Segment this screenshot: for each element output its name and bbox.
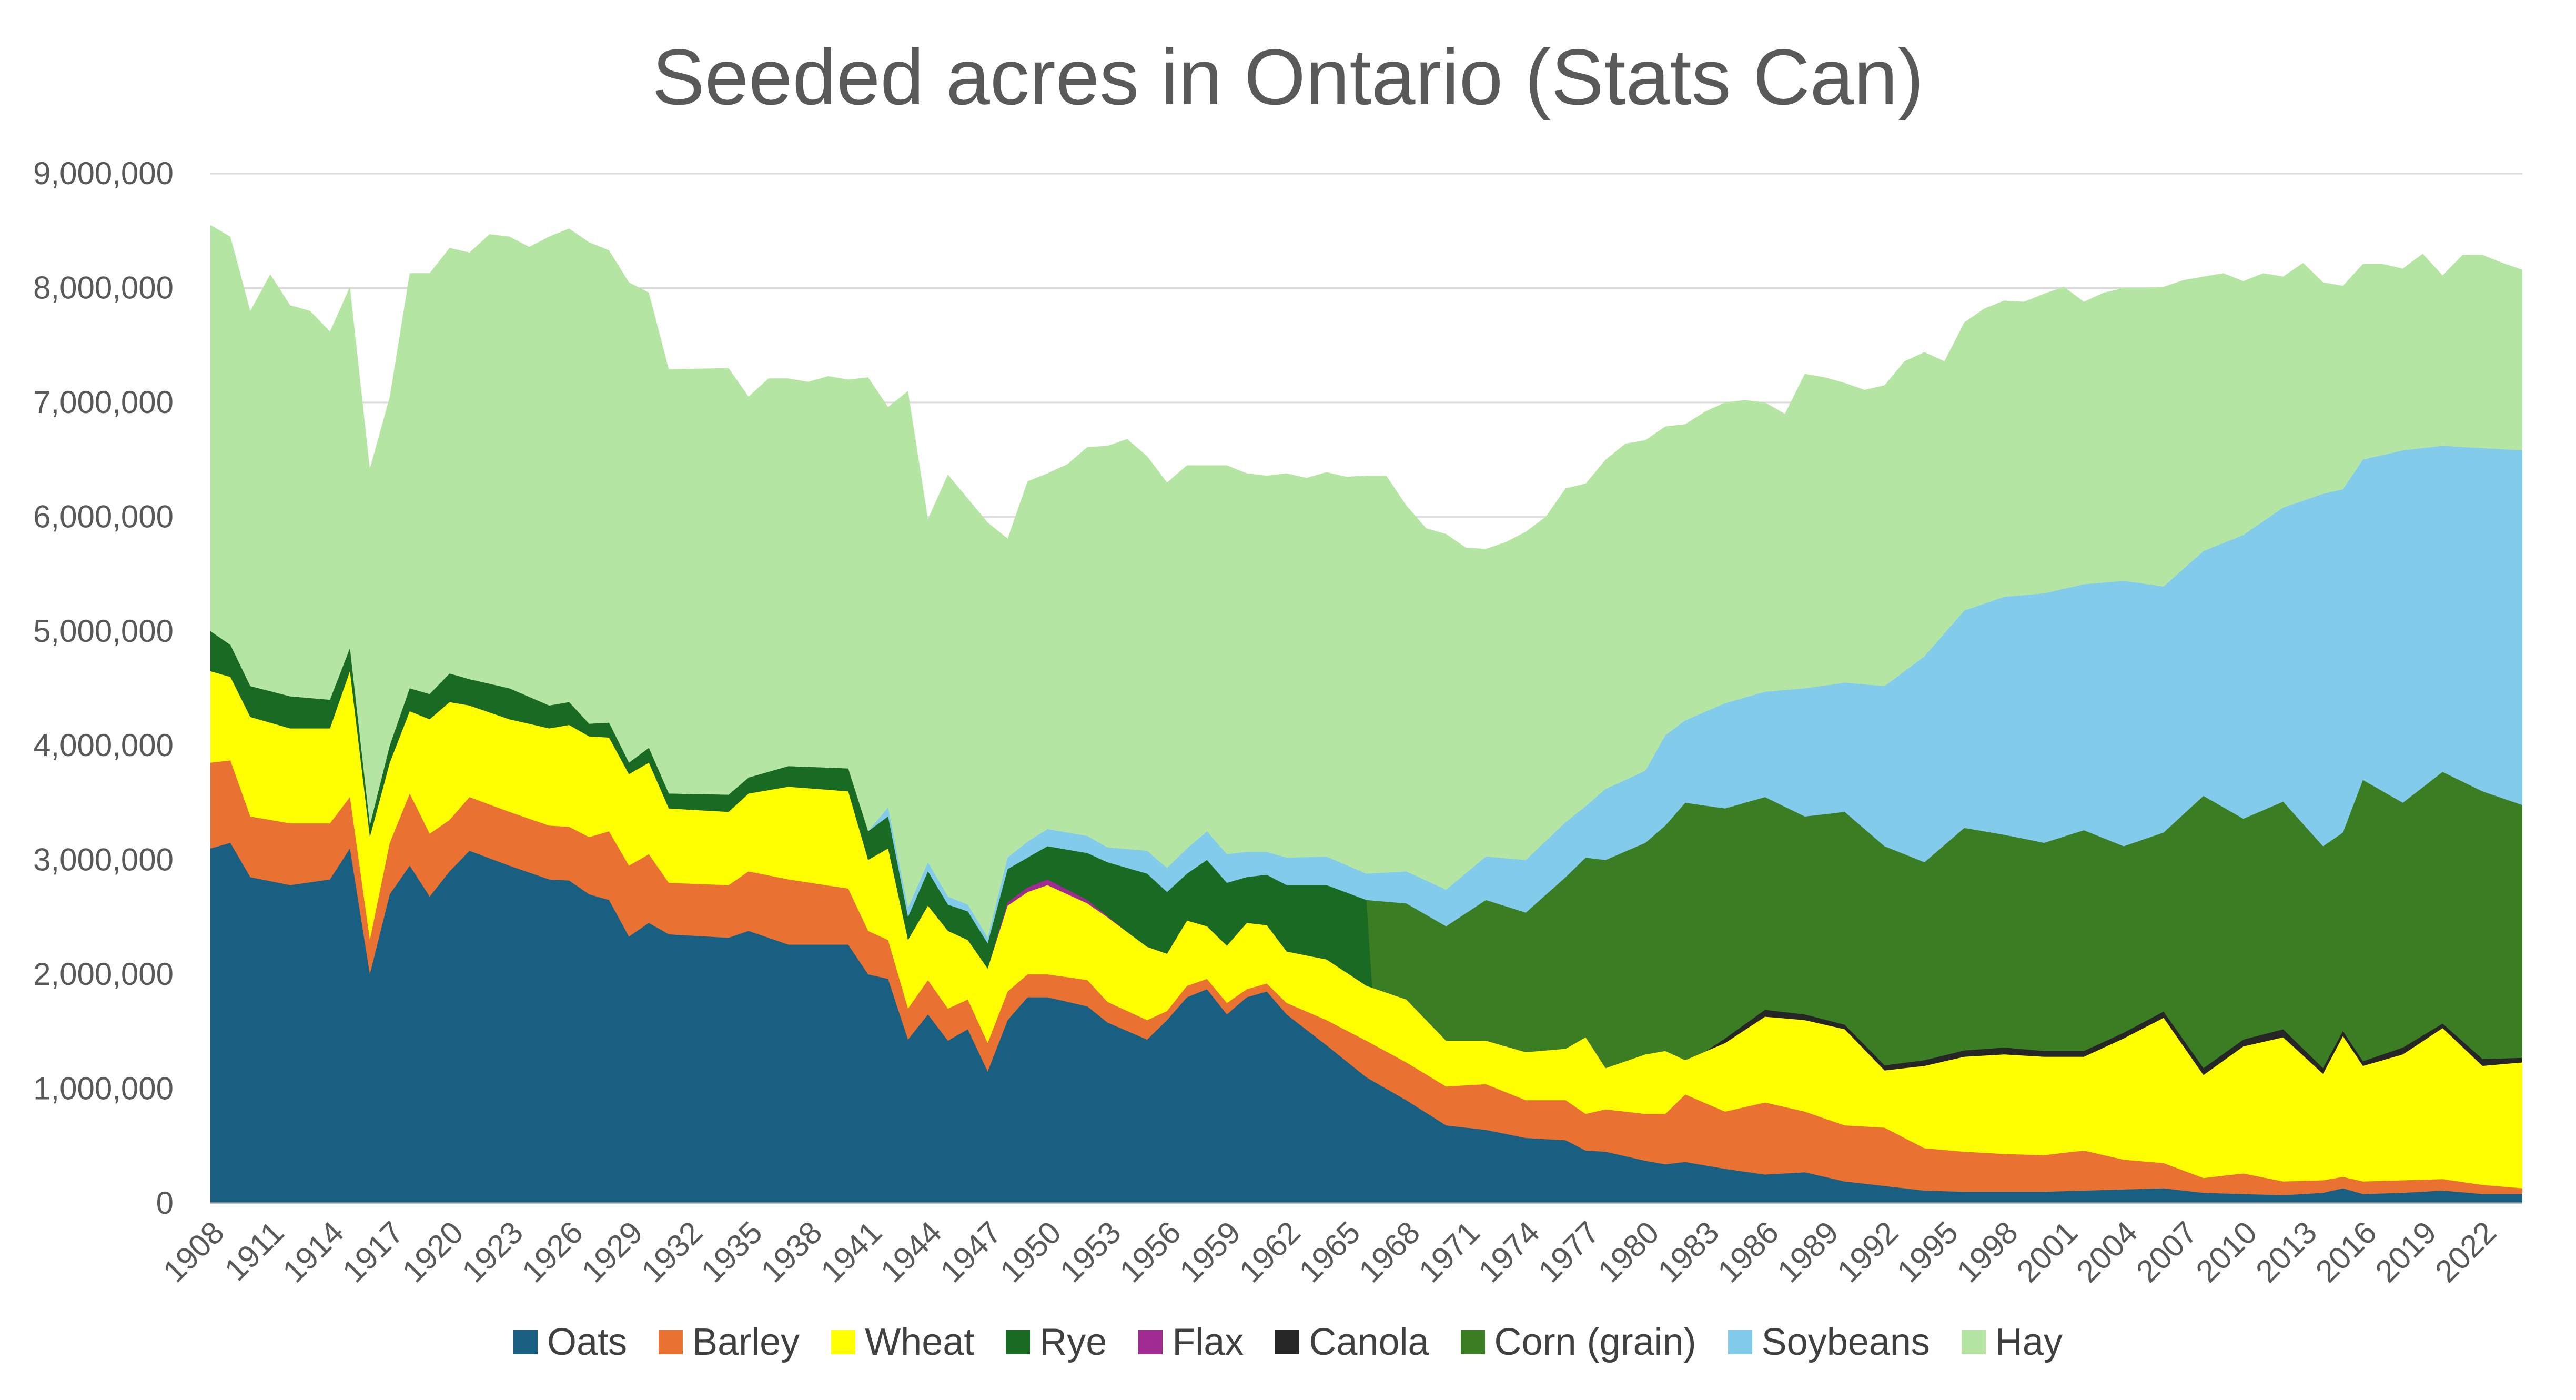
legend-label: Barley	[692, 1321, 800, 1363]
y-tick-label: 6,000,000	[33, 499, 174, 534]
x-tick-label: 1953	[1053, 1215, 1128, 1290]
legend-item: Flax	[1138, 1321, 1244, 1364]
y-tick-label: 0	[156, 1185, 174, 1221]
legend-swatch	[513, 1330, 538, 1354]
legend-item: Hay	[1961, 1321, 2063, 1364]
x-tick-label: 1986	[1711, 1215, 1785, 1290]
y-tick-label: 7,000,000	[33, 385, 174, 420]
x-tick-label: 1926	[515, 1215, 590, 1290]
y-tick-label: 9,000,000	[33, 156, 174, 191]
x-tick-label: 2001	[2010, 1215, 2085, 1290]
x-tick-label: 1947	[934, 1215, 1008, 1290]
x-tick-label: 1959	[1173, 1215, 1247, 1290]
y-tick-label: 3,000,000	[33, 842, 174, 878]
y-tick-label: 5,000,000	[33, 613, 174, 649]
x-tick-label: 1965	[1292, 1215, 1367, 1290]
y-axis-tick-labels: 0 1,000,000 2,000,000 3,000,000 4,000,000 5,0…	[33, 156, 174, 1221]
x-tick-label: 1923	[455, 1215, 530, 1290]
x-tick-label: 1917	[336, 1215, 410, 1290]
x-tick-label: 1998	[1950, 1215, 2025, 1290]
legend-label: Oats	[547, 1321, 628, 1363]
x-tick-label: 1938	[754, 1215, 829, 1290]
x-tick-label: 1992	[1831, 1215, 1905, 1290]
x-tick-label: 1941	[814, 1215, 888, 1290]
x-tick-label: 1974	[1472, 1215, 1547, 1290]
area-series-oats	[210, 843, 2522, 1203]
chart-title: Seeded acres in Ontario (Stats Can)	[652, 33, 1924, 121]
y-tick-label: 8,000,000	[33, 270, 174, 305]
legend-swatch	[1275, 1330, 1300, 1354]
x-tick-label: 1914	[276, 1215, 350, 1290]
x-tick-label: 1944	[874, 1215, 948, 1290]
legend-item: Canola	[1275, 1321, 1429, 1364]
x-tick-label: 1908	[156, 1215, 231, 1290]
legend-swatch	[659, 1330, 683, 1354]
x-tick-label: 1920	[396, 1215, 470, 1290]
legend-label: Wheat	[865, 1321, 975, 1363]
x-tick-label: 2019	[2369, 1215, 2443, 1290]
legend-label: Canola	[1309, 1321, 1429, 1363]
x-tick-label: 1929	[575, 1215, 650, 1290]
y-tick-label: 4,000,000	[33, 728, 174, 763]
legend-item: Corn (grain)	[1460, 1321, 1696, 1364]
x-tick-label: 1962	[1233, 1215, 1307, 1290]
x-tick-label: 1995	[1890, 1215, 1965, 1290]
x-tick-label: 2004	[2069, 1215, 2144, 1290]
x-tick-label: 1983	[1651, 1215, 1726, 1290]
legend-swatch	[1460, 1330, 1485, 1354]
x-tick-label: 2022	[2428, 1215, 2503, 1290]
x-tick-label: 2013	[2249, 1215, 2324, 1290]
legend-swatch	[1961, 1330, 1986, 1354]
x-tick-label: 1968	[1352, 1215, 1427, 1290]
x-tick-label: 1911	[218, 1215, 291, 1288]
area-layers	[210, 225, 2522, 1203]
x-tick-label: 1971	[1412, 1215, 1487, 1290]
legend-label: Corn (grain)	[1494, 1321, 1696, 1363]
x-tick-label: 1989	[1771, 1215, 1845, 1290]
legend-swatch	[1006, 1330, 1031, 1354]
legend-item: Wheat	[831, 1321, 974, 1364]
x-tick-label: 1956	[1113, 1215, 1188, 1290]
y-tick-label: 1,000,000	[33, 1071, 174, 1106]
x-tick-label: 1980	[1591, 1215, 1666, 1290]
legend-label: Soybeans	[1761, 1321, 1930, 1363]
x-tick-label: 1935	[694, 1215, 769, 1290]
legend-item: Oats	[513, 1321, 627, 1364]
legend-label: Hay	[1995, 1321, 2063, 1363]
y-tick-label: 2,000,000	[33, 956, 174, 992]
legend-swatch	[1138, 1330, 1163, 1354]
legend-item: Soybeans	[1728, 1321, 1930, 1364]
x-tick-label: 1950	[993, 1215, 1068, 1290]
legend-label: Flax	[1172, 1321, 1244, 1363]
legend-item: Rye	[1006, 1321, 1107, 1364]
x-tick-label: 2007	[2129, 1215, 2204, 1290]
x-axis-tick-labels: 1908191119141917192019231926192919321935…	[156, 1215, 2503, 1290]
x-tick-label: 2010	[2189, 1215, 2264, 1290]
legend: Oats Barley Wheat Rye Flax Canola Corn (grain)…	[0, 1321, 2576, 1364]
x-tick-label: 1932	[634, 1215, 709, 1290]
legend-item: Barley	[659, 1321, 800, 1364]
x-tick-label: 1977	[1531, 1215, 1606, 1290]
legend-swatch	[831, 1330, 856, 1354]
legend-swatch	[1728, 1330, 1752, 1354]
x-tick-label: 2016	[2309, 1215, 2383, 1290]
legend-label: Rye	[1039, 1321, 1107, 1363]
